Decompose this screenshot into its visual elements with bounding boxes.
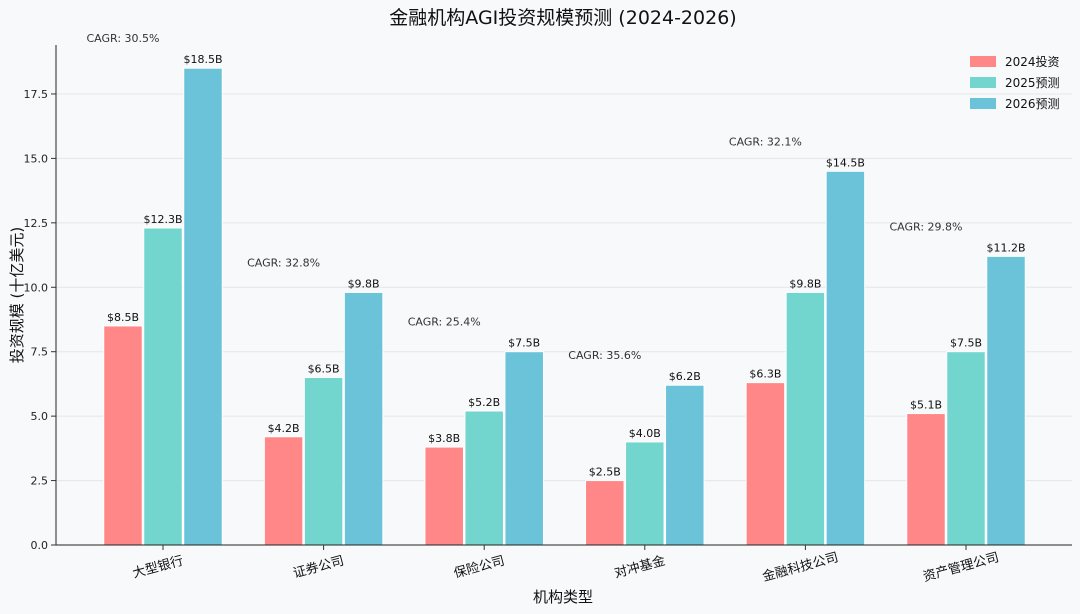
bar-value-label: $4.0B xyxy=(629,427,661,440)
legend-label: 2025预测 xyxy=(1005,76,1060,90)
cagr-annotations: CAGR: 30.5% CAGR: 32.8% CAGR: 25.4% CAGR: 3… xyxy=(87,32,963,362)
legend-label: 2024投资 xyxy=(1005,54,1060,69)
bar-value-label: $6.3B xyxy=(749,368,781,381)
bar xyxy=(585,480,625,546)
bar xyxy=(625,441,665,546)
y-axis-ticks: 0.0 2.5 5.0 7.5 10.0 12.5 15.0 17.5 xyxy=(24,88,56,552)
x-tick-label: 对冲基金 xyxy=(613,553,667,582)
cagr-label: CAGR: 29.8% xyxy=(890,220,963,233)
bar-value-label: $2.5B xyxy=(589,466,621,479)
bar xyxy=(785,291,826,546)
x-tick-label: 证券公司 xyxy=(291,553,345,582)
y-tick-label: 2.5 xyxy=(31,475,49,488)
bar xyxy=(825,170,866,546)
legend-swatch xyxy=(970,98,996,109)
bar xyxy=(464,410,504,546)
y-tick-label: 10.0 xyxy=(24,281,49,294)
bar xyxy=(343,291,384,546)
bar-value-label: $8.5B xyxy=(107,311,139,324)
bar-value-label: $18.5B xyxy=(183,53,222,66)
bar-value-label: $9.8B xyxy=(789,277,821,290)
x-tick-label: 金融科技公司 xyxy=(761,549,840,585)
legend-swatch xyxy=(970,56,996,67)
bar xyxy=(946,351,986,546)
x-tick-label: 资产管理公司 xyxy=(921,550,1000,585)
bar-value-label: $5.2B xyxy=(468,396,500,409)
y-tick-label: 15.0 xyxy=(24,152,49,165)
cagr-label: CAGR: 35.6% xyxy=(568,349,641,362)
x-tick-label: 保险公司 xyxy=(452,554,506,582)
bar-value-label: $7.5B xyxy=(508,337,540,350)
y-tick-label: 12.5 xyxy=(24,217,49,230)
axes xyxy=(55,45,1072,546)
y-tick-label: 7.5 xyxy=(31,346,49,359)
bar-labels: $8.5B $12.3B $18.5B $4.2B $6.5B $9.8B $3.8B $5.… xyxy=(107,53,1026,478)
grid xyxy=(56,93,1072,482)
x-axis-ticks: 大型银行 证券公司 保险公司 对冲基金 金融科技公司 资产管理公司 xyxy=(131,545,1001,585)
bar-value-label: $14.5B xyxy=(826,156,865,169)
bar-value-label: $6.5B xyxy=(308,362,340,375)
cagr-label: CAGR: 25.4% xyxy=(408,316,481,329)
bar xyxy=(665,384,705,546)
bar xyxy=(143,227,183,546)
bar-value-label: $4.2B xyxy=(268,422,300,435)
y-tick-label: 5.0 xyxy=(31,410,49,423)
y-axis-label: 投资规模 (十亿美元) xyxy=(8,227,26,363)
x-tick-label: 大型银行 xyxy=(131,554,185,582)
legend-swatch xyxy=(970,77,996,88)
bar xyxy=(424,446,464,546)
bar-value-label: $9.8B xyxy=(348,277,380,290)
bar xyxy=(303,376,344,546)
cagr-label: CAGR: 32.1% xyxy=(729,135,802,148)
bar xyxy=(986,255,1026,546)
x-axis-label: 机构类型 xyxy=(533,588,593,606)
bar-value-label: $6.2B xyxy=(669,370,701,383)
y-tick-label: 17.5 xyxy=(24,88,49,101)
bar xyxy=(103,325,143,546)
bar-value-label: $12.3B xyxy=(143,213,182,226)
bar xyxy=(906,413,946,546)
legend: 2024投资 2025预测 2026预测 xyxy=(970,54,1060,111)
cagr-label: CAGR: 32.8% xyxy=(247,256,320,269)
bar xyxy=(745,382,786,546)
bar-value-label: $7.5B xyxy=(950,337,982,350)
bar-value-label: $5.1B xyxy=(910,399,942,412)
bar xyxy=(183,67,223,546)
chart-title: 金融机构AGI投资规模预测 (2024-2026) xyxy=(389,7,736,29)
bar xyxy=(263,436,304,546)
bar xyxy=(504,351,544,546)
bar-value-label: $11.2B xyxy=(986,241,1025,254)
bars xyxy=(103,67,1026,546)
legend-label: 2026预测 xyxy=(1005,97,1060,111)
cagr-label: CAGR: 30.5% xyxy=(87,32,160,45)
bar-value-label: $3.8B xyxy=(428,432,460,445)
y-tick-label: 0.0 xyxy=(31,539,49,552)
